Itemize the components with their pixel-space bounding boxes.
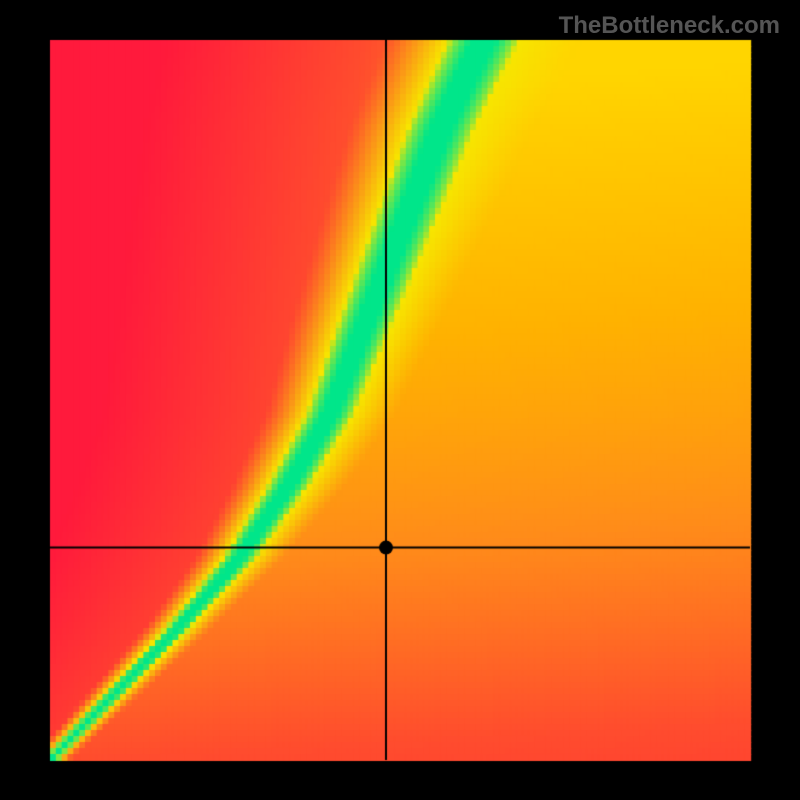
bottleneck-heatmap	[0, 0, 800, 800]
chart-container: TheBottleneck.com	[0, 0, 800, 800]
